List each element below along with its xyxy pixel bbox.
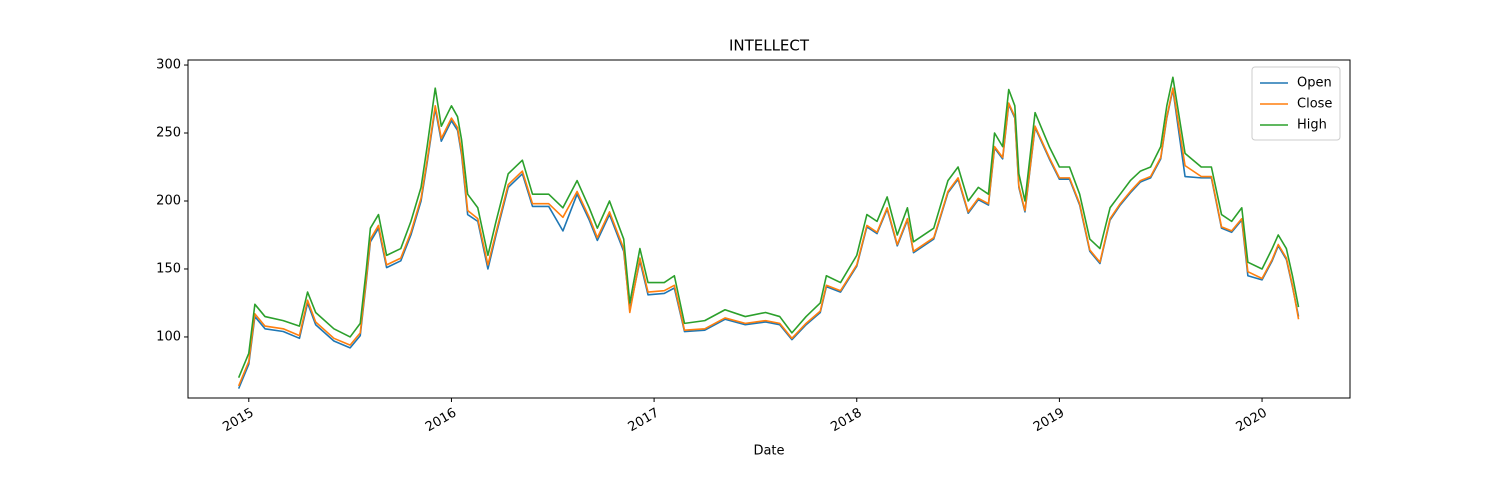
line-series <box>237 87 1300 387</box>
line-series <box>237 76 1300 379</box>
plot-frame <box>187 59 1351 399</box>
legend-label: Open <box>1297 76 1332 91</box>
legend-box <box>1251 66 1341 141</box>
legend-label: High <box>1297 118 1327 133</box>
x-axis-label: Date <box>753 444 784 459</box>
y-tick-label: 300 <box>156 58 181 73</box>
y-tick-label: 100 <box>156 329 181 344</box>
chart-title: INTELLECT <box>729 37 810 55</box>
y-tick-label: 200 <box>156 193 181 208</box>
legend-label: Close <box>1297 97 1332 112</box>
y-tick-label: 150 <box>156 261 181 276</box>
y-tick-label: 250 <box>156 126 181 141</box>
